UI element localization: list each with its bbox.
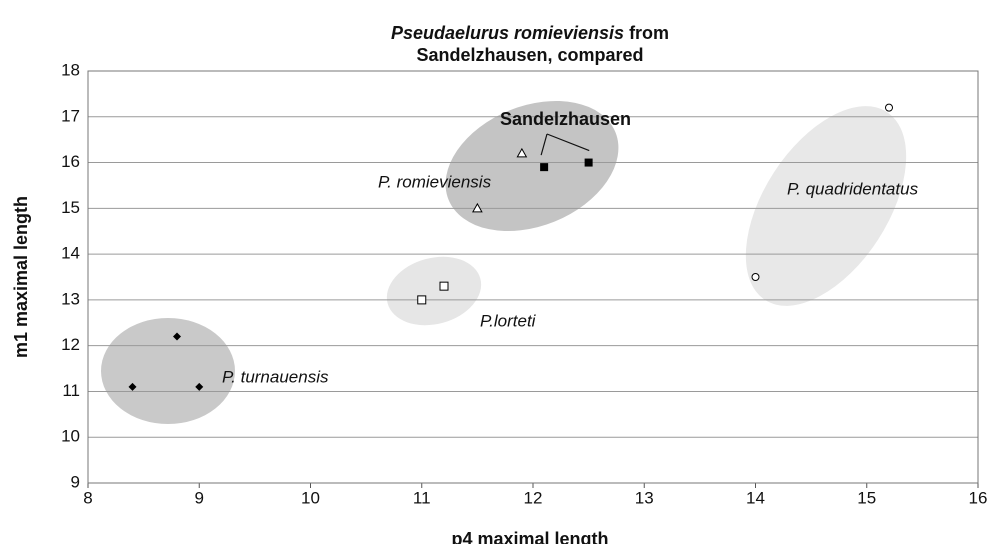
point	[516, 147, 528, 158]
point	[173, 332, 181, 341]
group-ellipse	[445, 100, 619, 232]
series-label: P.lorteti	[480, 311, 537, 330]
point	[885, 103, 893, 112]
x-tick-label: 11	[413, 488, 431, 507]
x-tick-label: 14	[746, 488, 765, 507]
x-tick-label: 9	[195, 488, 204, 507]
group-ellipse	[101, 318, 235, 424]
y-tick-label: 18	[61, 60, 80, 79]
point	[472, 202, 483, 213]
series-label: Sandelzhausen	[500, 109, 631, 129]
chart-title: Pseudaelurus romieviensis from Sandelzhau…	[391, 23, 669, 65]
series-label: P. turnauensis	[222, 367, 329, 386]
point	[751, 273, 760, 281]
group-ellipse	[745, 106, 907, 306]
title-italic: Pseudaelurus romieviensis	[391, 23, 624, 43]
title-text: from	[629, 23, 669, 43]
point	[540, 163, 549, 172]
point	[128, 382, 137, 391]
y-tick-label: 13	[61, 289, 80, 308]
y-tick-label: 17	[61, 106, 80, 125]
x-tick-label: 12	[524, 488, 543, 507]
point	[417, 295, 427, 305]
y-tick-label: 11	[62, 381, 80, 400]
point	[439, 281, 449, 291]
x-tick-label: 16	[969, 488, 988, 507]
x-tick-label: 13	[635, 488, 654, 507]
x-tick-label: 8	[83, 488, 92, 507]
title-text: Sandelzhausen, compared	[416, 45, 643, 65]
y-tick-label: 10	[61, 427, 80, 446]
y-tick-label: 9	[71, 472, 80, 491]
y-tick-label: 15	[61, 198, 80, 217]
callout-line	[540, 133, 548, 156]
x-tick-label: 10	[301, 488, 320, 507]
callout-line	[546, 133, 590, 152]
x-tick-label: 15	[857, 488, 876, 507]
y-tick-label: 12	[61, 335, 80, 354]
point	[195, 382, 204, 391]
y-tick-label: 16	[61, 152, 80, 171]
series-label: P. quadridentatus	[787, 179, 919, 198]
series-label: P. romieviensis	[378, 172, 492, 191]
y-tick-label: 14	[61, 244, 80, 263]
y-axis-label: m1 maximal length	[11, 196, 31, 358]
point	[584, 158, 593, 167]
x-axis-label: p4 maximal length	[451, 529, 608, 544]
plot-border	[87, 70, 979, 484]
group-ellipse	[386, 256, 482, 326]
